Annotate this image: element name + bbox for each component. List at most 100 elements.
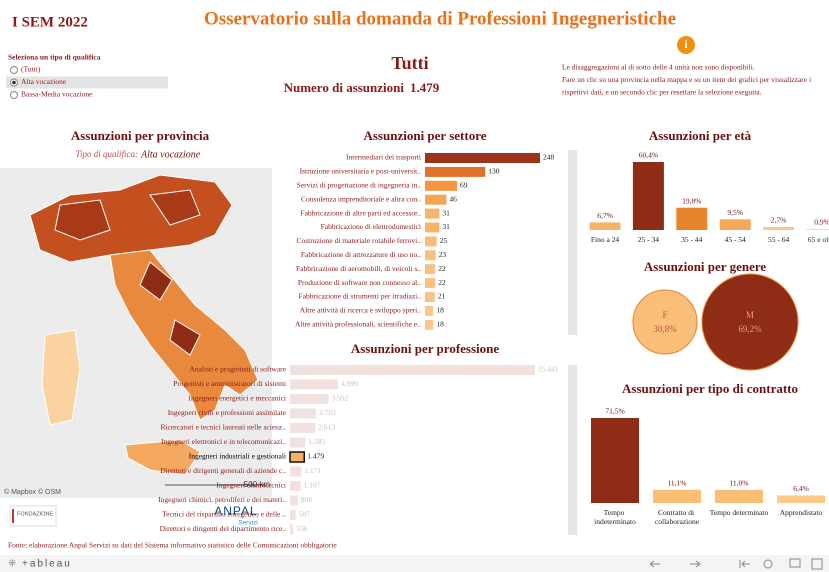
category-label: 25 - 34	[638, 235, 659, 244]
bar[interactable]	[425, 208, 440, 219]
chart-title: Assunzioni per professione	[351, 341, 500, 356]
period: I SEM 2022	[12, 14, 88, 30]
bar[interactable]	[289, 451, 305, 463]
bar[interactable]	[290, 423, 316, 433]
bar[interactable]	[425, 166, 486, 177]
bar[interactable]	[425, 180, 457, 191]
bar[interactable]	[777, 495, 825, 503]
value-label: 25	[440, 236, 448, 245]
bar[interactable]	[290, 481, 301, 491]
category-label: Fabbricazione di strumenti per irradiazi…	[299, 292, 422, 301]
bar[interactable]	[425, 264, 436, 275]
category-label: Fabbricazione di altre parti ed accessor…	[300, 208, 421, 217]
map-subtitle-label: Tipo di qualifica:	[75, 149, 138, 159]
category-label: Tempo determinato	[710, 508, 769, 517]
fullscreen[interactable]	[811, 558, 823, 570]
brand: +ableau	[22, 559, 72, 570]
category-label: Ricercatori e tecnici laureati nelle sci…	[160, 423, 286, 432]
category-label: 55 - 64	[768, 235, 789, 244]
filter-option[interactable]: Alta vocazione	[21, 77, 67, 86]
scrollbar[interactable]	[568, 150, 577, 335]
bar[interactable]	[425, 222, 440, 233]
map-sicily	[124, 439, 201, 476]
bar[interactable]	[425, 278, 436, 289]
bar[interactable]	[715, 489, 763, 503]
radio[interactable]	[10, 91, 18, 99]
value-label: 1.585	[308, 437, 325, 446]
bar[interactable]	[290, 437, 306, 448]
value-label: 2.703	[319, 408, 336, 417]
category-label: Fabbricazione di elettrodomestici	[321, 222, 421, 231]
bar[interactable]	[676, 207, 708, 230]
radio[interactable]	[10, 66, 18, 74]
bar[interactable]	[425, 236, 437, 247]
bubble[interactable]	[701, 273, 799, 371]
logo-left: FONDAZIONE	[17, 511, 53, 517]
bar[interactable]	[632, 162, 664, 230]
map[interactable]	[0, 168, 272, 498]
bar[interactable]	[425, 194, 447, 205]
bar[interactable]	[425, 305, 434, 316]
logo-right-sub: Servizi	[238, 520, 258, 527]
scrollbar[interactable]	[568, 365, 577, 535]
bar[interactable]	[425, 292, 435, 302]
bar[interactable]	[806, 228, 829, 230]
category-label: Servizi di progettazione di ingegneria i…	[297, 181, 421, 190]
bar[interactable]	[425, 250, 436, 261]
filter-option[interactable]: Bassa-Media vocazione	[21, 90, 93, 99]
bar[interactable]	[290, 524, 294, 535]
info-line: rispettivi dati, e un secondo clic per r…	[562, 88, 762, 97]
bar[interactable]	[719, 219, 751, 230]
info-icon-bg[interactable]	[677, 36, 695, 54]
bubble[interactable]	[632, 289, 698, 355]
value-label: 11,1%	[667, 479, 686, 488]
logo-right: ANPAL	[214, 504, 257, 518]
category-label: Ingegneri elettrotecnici	[216, 481, 286, 490]
bar[interactable]	[425, 319, 434, 330]
bar[interactable]	[290, 510, 296, 520]
category-label: Fabbricazione di aeromobili, di veicoli …	[296, 264, 421, 273]
map-attribution: © Mapbox © OSM	[4, 488, 61, 496]
value-label: 46	[449, 194, 457, 203]
value-label: 19,8%	[682, 196, 701, 205]
category-label: Fabbricazione di attrezzature di uso no.…	[301, 250, 421, 259]
value-label: 23	[439, 250, 447, 259]
bar[interactable]	[290, 466, 302, 477]
bar[interactable]	[290, 495, 298, 506]
filter-option[interactable]: (Tutti)	[21, 65, 41, 74]
redo[interactable]	[690, 560, 701, 568]
category-label: Istruzione universitaria e post-universi…	[300, 167, 422, 176]
map-subtitle-value: Alta vocazione	[140, 149, 201, 160]
value-label: 248	[543, 153, 555, 162]
bar[interactable]	[290, 394, 329, 404]
undo[interactable]	[649, 560, 660, 568]
toolbar-icons[interactable]	[649, 558, 823, 570]
map-scale: 500 km	[244, 480, 271, 489]
value-label: 11,0%	[729, 479, 748, 488]
info-icon[interactable]: i	[684, 37, 688, 51]
bar[interactable]	[763, 226, 795, 230]
chart-title: Assunzioni per genere	[644, 259, 767, 274]
bar[interactable]	[589, 222, 621, 230]
category-label: 65 e oltre	[808, 235, 829, 244]
category-label: Contratto di collaborazione	[655, 508, 700, 526]
summary-label: Numero di assunzioni	[284, 80, 405, 95]
category-label: Tempo indeterminato	[594, 508, 636, 526]
category-label: Ingegneri industriali e gestionali	[189, 452, 286, 461]
bar[interactable]	[290, 365, 535, 375]
info-line: Le disaggregazioni al di sotto delle 4 u…	[562, 63, 755, 72]
bubble-value: 30,8%	[653, 324, 677, 334]
category-label: Ingegneri elettronici e in telecomunicaz…	[161, 437, 286, 446]
value-label: 1.171	[304, 466, 321, 475]
download[interactable]	[789, 558, 801, 568]
bar[interactable]	[425, 153, 540, 163]
bar[interactable]	[290, 379, 339, 390]
bar[interactable]	[290, 408, 317, 419]
brand-icon: ⁜	[8, 558, 16, 569]
bar[interactable]	[591, 418, 639, 503]
bar[interactable]	[653, 489, 701, 503]
filter-label: Seleziona un tipo di qualifica	[8, 53, 101, 62]
revert[interactable]	[739, 560, 750, 568]
share[interactable]	[763, 559, 773, 569]
